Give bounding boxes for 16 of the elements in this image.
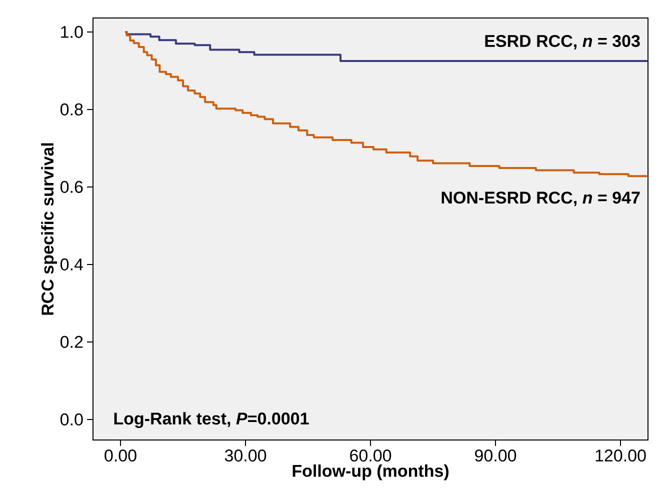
x-tick-label: 30.00	[224, 450, 266, 462]
annotation: Log-Rank test, P=0.0001	[114, 412, 309, 428]
series-label: ESRD RCC, n = 303	[485, 34, 640, 50]
x-tick-label: 90.00	[475, 450, 516, 462]
x-tick-label: 120.00	[596, 450, 646, 462]
y-tick-label: 0.4	[60, 258, 83, 270]
x-axis-title: Follow-up (months)	[292, 464, 449, 480]
y-tick-label: 0.8	[60, 103, 83, 116]
y-tick-label: 0.6	[60, 180, 83, 193]
y-tick-label: 0.0	[60, 413, 83, 426]
y-axis-title: RCC specific survival	[41, 143, 57, 315]
x-tick-label: 0.00	[104, 450, 136, 462]
y-tick-label: 1.0	[61, 26, 83, 38]
y-tick-label: 0.2	[60, 336, 83, 348]
series-label: NON-ESRD RCC, n = 947	[442, 192, 640, 206]
x-tick-label: 60.00	[350, 450, 392, 462]
